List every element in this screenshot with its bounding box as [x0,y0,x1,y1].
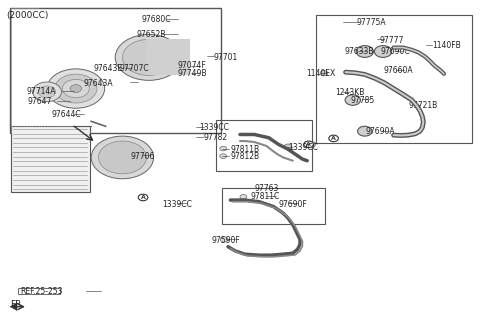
Bar [18,288,60,294]
Text: 97690C: 97690C [380,47,410,56]
Text: 1140EX: 1140EX [306,69,336,78]
Circle shape [115,34,182,80]
Circle shape [55,74,97,103]
Polygon shape [10,302,17,311]
Text: 1339CC: 1339CC [288,143,318,152]
Circle shape [122,39,175,75]
Text: 97652B: 97652B [137,30,166,39]
Circle shape [308,142,316,147]
Text: 97690A: 97690A [366,127,396,136]
Text: 97782: 97782 [204,133,228,142]
Text: 97644C: 97644C [52,110,82,119]
Text: FR.: FR. [11,300,24,309]
Bar [222,188,325,224]
Circle shape [374,46,392,57]
Text: 97811C: 97811C [251,192,280,201]
Circle shape [38,86,56,98]
Text: 97812B: 97812B [230,152,260,161]
Circle shape [220,154,227,158]
Text: 97714A: 97714A [26,87,56,96]
Text: 97777: 97777 [379,35,404,45]
Circle shape [98,141,146,174]
Circle shape [304,141,313,148]
Text: 97633B: 97633B [345,47,374,56]
Circle shape [240,195,247,199]
Text: 1243KB: 1243KB [335,88,364,97]
Circle shape [329,135,338,142]
Text: 97074F: 97074F [178,61,206,70]
Text: 97643A: 97643A [84,79,114,88]
Circle shape [70,85,82,92]
Bar [316,15,472,143]
Text: 97680C: 97680C [142,15,171,24]
Circle shape [356,46,373,57]
Bar [10,8,221,133]
Text: 97749B: 97749B [178,69,207,78]
Circle shape [320,71,328,76]
Text: A: A [141,195,145,200]
Bar [216,120,312,171]
Circle shape [138,194,148,201]
Text: 97690F: 97690F [278,199,307,209]
Text: 97660A: 97660A [383,66,413,75]
Circle shape [33,82,61,102]
Text: 97785: 97785 [350,95,375,105]
Text: 97721B: 97721B [409,101,438,110]
Circle shape [47,69,105,108]
Text: 1339CC: 1339CC [199,123,229,133]
Text: 97647: 97647 [28,97,52,106]
Text: 97763: 97763 [254,184,279,193]
Bar [11,126,90,192]
Text: 97643E: 97643E [94,64,123,73]
Circle shape [284,144,292,149]
Circle shape [220,146,227,151]
Text: A: A [306,142,311,147]
Text: 97590F: 97590F [211,236,240,245]
Text: 1339CC: 1339CC [162,199,192,209]
Text: 97775A: 97775A [356,18,386,28]
Text: 1140FB: 1140FB [432,41,461,51]
Text: A: A [331,136,336,141]
Bar [146,39,190,75]
Text: 97707C: 97707C [120,64,150,73]
Circle shape [358,126,372,136]
Text: 97706: 97706 [131,152,155,161]
Circle shape [62,79,89,98]
Circle shape [91,136,154,179]
Text: (2000CC): (2000CC) [6,11,48,20]
Text: 97811B: 97811B [230,145,260,154]
Text: REF.25-253: REF.25-253 [20,287,63,296]
Circle shape [345,95,360,105]
Text: 97701: 97701 [214,53,238,62]
Circle shape [220,237,228,242]
